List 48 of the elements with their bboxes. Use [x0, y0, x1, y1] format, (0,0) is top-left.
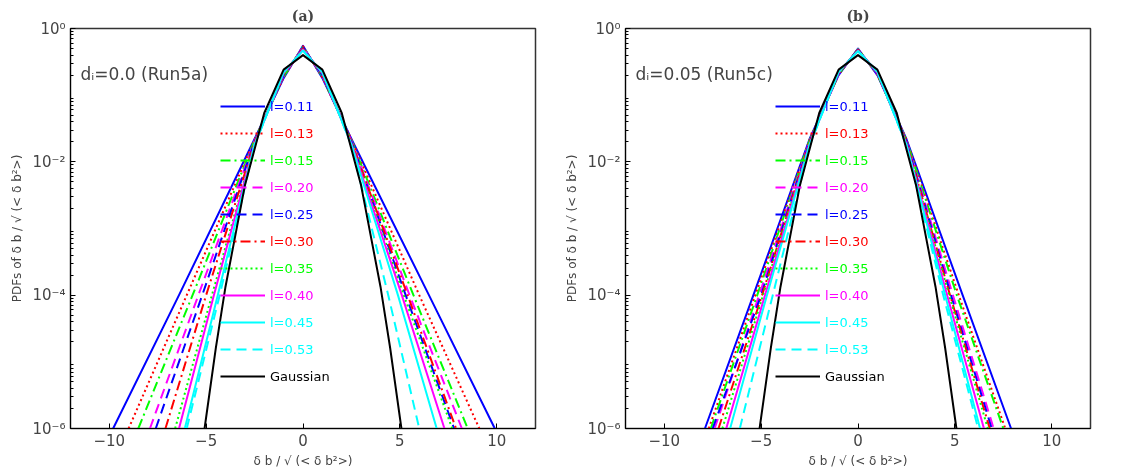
y-axis-title: PDFs of δ b / √ (< δ b²>)	[565, 154, 580, 303]
x-tick-label: 10	[1042, 431, 1062, 450]
y-tick-label: 10⁻⁶	[32, 419, 66, 438]
x-tick-label: 10	[487, 431, 507, 450]
legend-label: l=0.35	[270, 259, 314, 277]
y-tick-label: 10⁻⁴	[587, 286, 621, 305]
y-tick-label: 10⁻²	[32, 152, 66, 171]
legend-label: l=0.13	[825, 124, 869, 142]
legend-label: l=0.30	[270, 232, 314, 250]
y-tick-label: 10⁰	[595, 19, 621, 38]
legend-label: l=0.15	[270, 151, 314, 169]
annotation: dᵢ=0.0 (Run5a)	[80, 63, 209, 84]
legend-label: Gaussian	[825, 367, 885, 385]
x-tick-label: −5	[750, 431, 773, 450]
x-axis-title: δ b / √ (< δ b²>)	[808, 453, 908, 468]
legend-label: l=0.30	[825, 232, 869, 250]
y-tick-label: 10⁻⁴	[32, 286, 66, 305]
legend-label: l=0.53	[825, 340, 869, 358]
x-axis-title: δ b / √ (< δ b²>)	[253, 453, 353, 468]
legend-label: l=0.15	[825, 151, 869, 169]
legend-label: l=0.45	[270, 313, 314, 331]
legend-label: l=0.20	[825, 178, 869, 196]
chart-title: (b)	[846, 7, 870, 24]
y-tick-label: 10⁻⁶	[587, 419, 621, 438]
x-tick-label: −10	[93, 431, 126, 450]
legend-label: Gaussian	[270, 367, 330, 385]
legend-label: l=0.40	[270, 286, 314, 304]
chart-title: (a)	[291, 7, 315, 24]
x-tick-label: 0	[853, 431, 863, 450]
legend-label: l=0.11	[825, 97, 869, 115]
x-tick-label: 5	[950, 431, 960, 450]
legend-label: l=0.13	[270, 124, 314, 142]
x-tick-label: −10	[648, 431, 681, 450]
legend-label: l=0.25	[825, 205, 869, 223]
legend-label: l=0.53	[270, 340, 314, 358]
legend-label: l=0.20	[270, 178, 314, 196]
x-tick-label: −5	[195, 431, 218, 450]
x-tick-label: 5	[395, 431, 405, 450]
legend-label: l=0.45	[825, 313, 869, 331]
y-tick-label: 10⁻²	[587, 152, 621, 171]
legend-label: l=0.35	[825, 259, 869, 277]
legend-label: l=0.40	[825, 286, 869, 304]
y-axis-title: PDFs of δ b / √ (< δ b²>)	[10, 154, 25, 303]
legend-label: l=0.11	[270, 97, 314, 115]
annotation: dᵢ=0.05 (Run5c)	[635, 63, 773, 84]
y-tick-label: 10⁰	[40, 19, 66, 38]
legend-label: l=0.25	[270, 205, 314, 223]
x-tick-label: 0	[298, 431, 308, 450]
